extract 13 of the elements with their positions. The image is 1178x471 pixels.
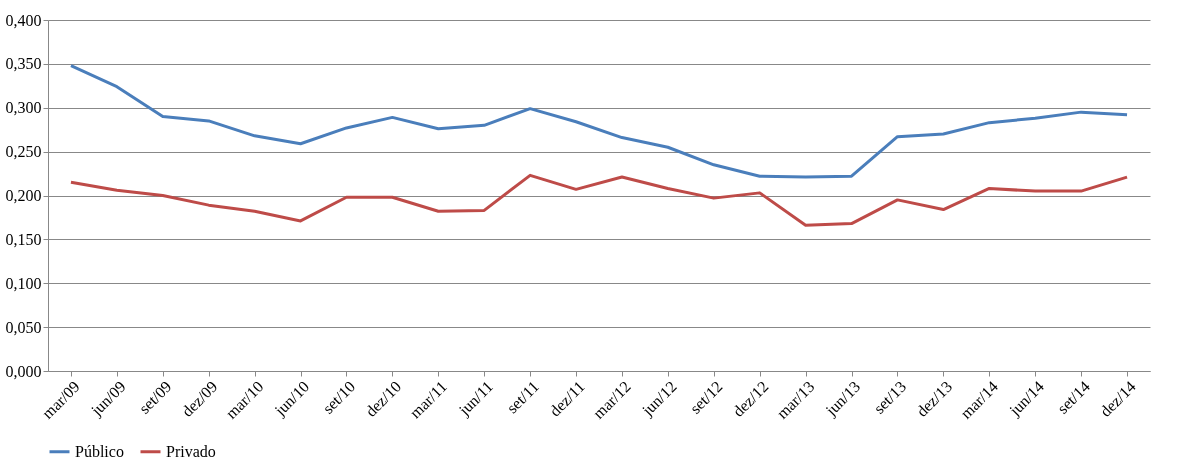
legend-label: Público — [75, 442, 124, 460]
y-tick-label: 0,000 — [5, 362, 42, 380]
y-tick-label: 0,400 — [5, 11, 42, 29]
y-tick-label: 0,200 — [5, 187, 42, 204]
line-series — [69, 173, 1129, 227]
y-tick-label: 0,150 — [5, 230, 42, 248]
legend-label: Privado — [166, 442, 216, 460]
y-tick-label: 0,350 — [5, 55, 42, 73]
y-tick-label: 0,300 — [5, 99, 42, 117]
y-tick-label: 0,050 — [5, 318, 42, 336]
line-series — [69, 64, 1129, 179]
y-tick-label: 0,250 — [5, 143, 42, 161]
y-tick-label: 0,100 — [5, 274, 42, 292]
